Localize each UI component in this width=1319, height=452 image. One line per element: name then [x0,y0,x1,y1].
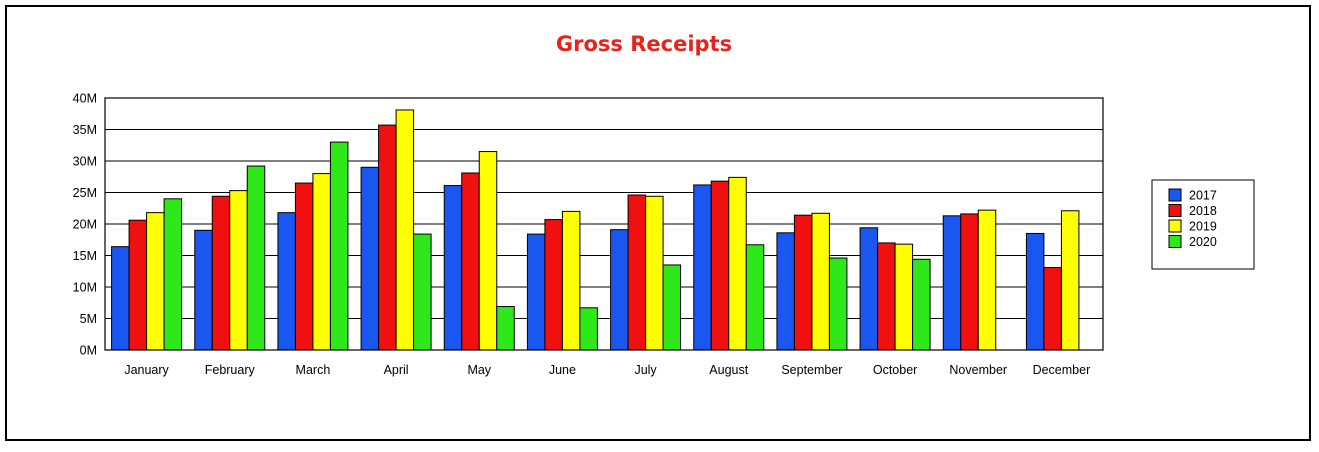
bar-2019-june [561,210,581,351]
axes [104,97,1104,351]
bar-2020-july [662,264,682,351]
y-tick-label: 15M [73,249,97,263]
x-tick-label: November [949,363,1007,377]
bar-2018-july [627,194,647,351]
bar-2017-april [360,166,380,351]
gross-receipts-chart: Gross Receipts 0M 5M 10M 15M 20M 25M 30M 35M 40M… [73,32,1255,377]
bar-2017-october [859,227,879,351]
bar-2018-november [960,213,979,351]
bar-2020-april [413,233,432,351]
x-tick-label: June [549,363,576,377]
legend-swatch-2019 [1168,219,1182,233]
bar-2019-september [811,212,830,351]
bar-2018-january [128,219,148,351]
bar-2018-may [461,172,480,351]
x-tick-label: October [873,363,917,377]
bar-2020-january [163,198,183,351]
legend-swatch-2020 [1168,235,1182,248]
y-tick-label: 0M [80,344,97,358]
legend-label-2017: 2017 [1189,189,1217,203]
bar-2019-february [229,190,248,351]
y-tick-label: 35M [73,123,97,137]
plot-border [104,97,1104,351]
bar-2019-july [645,195,664,351]
x-tick-label: February [205,363,256,377]
y-tick-label: 20M [73,218,97,232]
legend-swatch-2018 [1168,204,1182,217]
bar-2018-august [710,180,730,351]
bar-2018-april [378,124,397,351]
bar-2018-september [793,214,813,351]
y-tick-label: 25M [73,186,97,200]
y-tick-label: 40M [73,92,97,106]
chart-title: Gross Receipts [556,32,732,56]
legend-swatch-2017 [1168,188,1182,202]
y-tick-label: 5M [80,312,97,326]
x-tick-label: April [384,363,409,377]
bar-2019-august [728,176,747,351]
x-tick-label: January [124,363,169,377]
x-tick-label: August [709,363,748,377]
bar-2019-april [395,109,415,351]
bar-2017-march [277,212,296,351]
x-tick-label: March [296,363,331,377]
bar-2017-january [111,246,130,351]
bars [111,109,1080,351]
bar-2017-september [776,232,795,351]
bar-2017-july [610,229,629,351]
bar-2018-february [211,195,231,351]
bar-2020-may [496,306,515,351]
bar-2020-june [579,307,598,351]
bar-2019-march [312,173,331,351]
bar-2018-december [1043,266,1062,351]
bar-2020-march [329,141,349,351]
y-axis-tick-labels: 0M 5M 10M 15M 20M 25M 30M 35M 40M [73,92,97,358]
x-tick-label: May [467,363,491,377]
bar-2019-november [977,209,997,351]
x-axis-tick-labels: January February March April May June July Augu… [124,363,1090,377]
x-tick-label: July [634,363,657,377]
bar-2020-september [828,257,848,351]
bar-2017-june [526,233,546,351]
bar-2017-august [693,184,712,351]
legend-label-2019: 2019 [1189,220,1217,234]
bar-2017-february [194,229,213,351]
bar-2017-december [1025,232,1045,351]
bar-2019-may [478,151,498,351]
bar-2018-march [294,182,314,351]
bar-2020-october [912,258,931,351]
bar-2017-may [443,185,463,351]
x-tick-label: September [781,363,842,377]
legend-label-2018: 2018 [1189,204,1217,218]
bar-2020-august [745,244,765,351]
bar-2019-january [146,212,165,351]
chart-frame: Gross Receipts 0M 5M 10M 15M 20M 25M 30M 35M 40M… [5,5,1311,441]
y-tick-label: 30M [73,155,97,169]
bar-2018-june [544,219,563,351]
x-tick-label: December [1033,363,1091,377]
bar-2018-october [877,242,896,351]
grid-lines [105,129,1103,319]
bar-2019-december [1060,210,1080,351]
bar-2017-november [942,215,962,351]
bar-2019-october [894,243,914,351]
y-tick-label: 10M [73,281,97,295]
bar-2020-february [246,165,266,351]
legend-label-2020: 2020 [1189,235,1217,249]
